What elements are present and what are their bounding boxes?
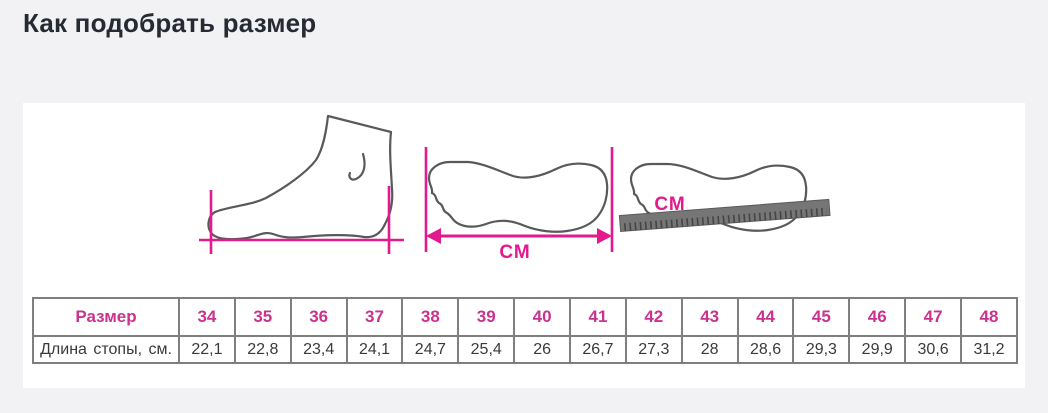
size-cell: 48 <box>960 297 1018 337</box>
length-cell: 24,1 <box>345 335 404 364</box>
size-cell: 47 <box>904 297 963 337</box>
cm-label: СМ <box>499 242 530 262</box>
length-cell: 22,8 <box>233 335 292 364</box>
size-cell: 41 <box>569 297 627 337</box>
length-cell: 29,9 <box>848 335 907 364</box>
size-guide-panel: СМ СМ Размер 34 35 36 37 38 39 40 41 42 43 44 45 46 4… <box>23 103 1025 388</box>
size-row-label: Размер <box>32 297 180 337</box>
size-cell: 40 <box>513 297 572 337</box>
arrow-heads <box>426 228 612 244</box>
ankle-mark <box>348 152 366 181</box>
length-row: Длина стопы, см. 22,1 22,8 23,4 24,1 24,7 25,… <box>32 335 1018 364</box>
size-cell: 43 <box>680 297 739 337</box>
size-table: Размер 34 35 36 37 38 39 40 41 42 43 44 45 46 47 48 Дл… <box>32 297 1018 364</box>
size-cell: 39 <box>457 297 516 337</box>
foot-side-outline <box>207 114 394 241</box>
size-row: Размер 34 35 36 37 38 39 40 41 42 43 44 45 46 47 48 <box>32 297 1018 337</box>
page-title: Как подобрать размер <box>23 8 317 38</box>
size-cell: 36 <box>289 297 348 337</box>
length-cell: 28 <box>680 335 739 364</box>
foot-sole-arrow-icon: СМ <box>424 147 614 262</box>
foot-sole-ruler-icon: СМ <box>618 162 831 233</box>
size-cell: 34 <box>178 297 236 337</box>
size-cell: 37 <box>345 297 404 337</box>
length-cell: 24,7 <box>401 335 460 364</box>
size-cell: 35 <box>233 297 292 337</box>
length-cell: 26 <box>513 335 572 364</box>
length-cell: 27,3 <box>624 335 683 364</box>
length-cell: 25,4 <box>457 335 516 364</box>
ruler-icon <box>618 198 831 233</box>
cm-label: СМ <box>654 194 685 215</box>
size-cell: 38 <box>401 297 460 337</box>
size-cell: 44 <box>736 297 795 337</box>
length-cell: 29,3 <box>792 335 851 364</box>
size-cell: 42 <box>624 297 683 337</box>
length-cell: 30,6 <box>904 335 963 364</box>
size-cell: 45 <box>792 297 851 337</box>
length-cell: 23,4 <box>289 335 348 364</box>
length-row-label: Длина стопы, см. <box>32 335 180 364</box>
foot-side-measure-icon <box>199 114 404 254</box>
measure-lines <box>199 186 404 254</box>
size-cell: 46 <box>848 297 907 337</box>
measure-lines <box>424 147 614 252</box>
foot-sole-outline <box>629 162 808 232</box>
length-cell: 28,6 <box>736 335 795 364</box>
foot-sole-outline <box>427 160 609 233</box>
length-cell: 31,2 <box>960 335 1018 364</box>
length-cell: 26,7 <box>569 335 627 364</box>
length-cell: 22,1 <box>178 335 236 364</box>
